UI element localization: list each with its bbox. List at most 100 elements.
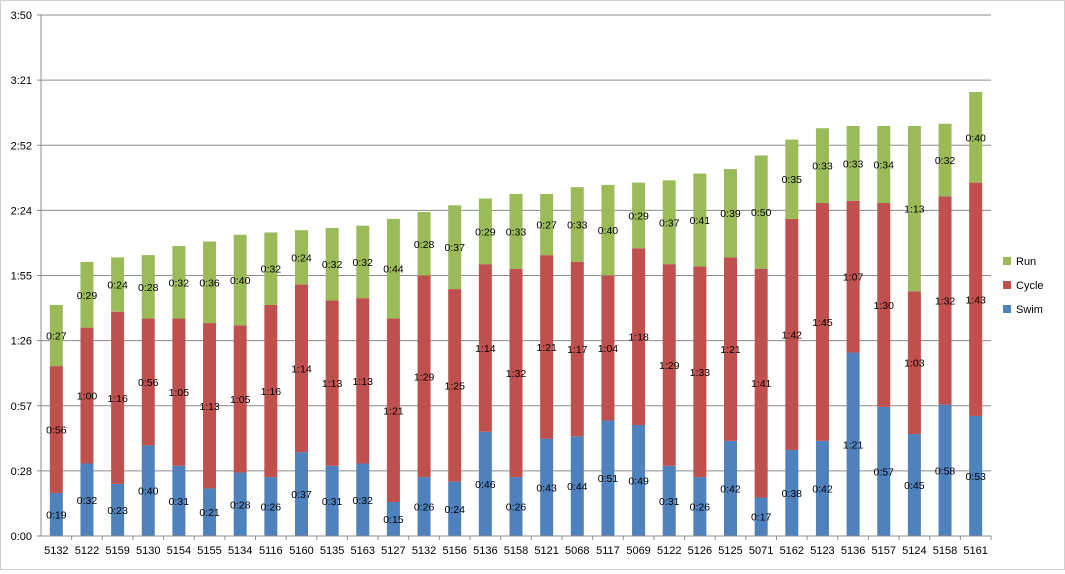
x-tick-label: 5069 [626,545,650,557]
bar-cycle-segment [264,304,278,478]
data-label-run: 0:37 [444,242,465,254]
bar-cycle-segment [632,248,646,426]
data-label-swim: 0:46 [475,479,496,491]
data-label-run: 0:34 [874,160,895,172]
y-tick-label: 3:50 [11,10,32,22]
x-tick-label: 5071 [749,545,773,557]
data-label-cycle: 0:56 [46,425,67,437]
data-label-swim: 0:26 [690,502,711,514]
bar-run-segment [49,304,63,367]
bar-cycle-segment [386,318,400,503]
bar-cycle-segment [141,318,155,446]
bar-cycle-segment [877,203,891,407]
bar-swim-segment [846,352,860,536]
bar-cycle-segment [80,327,94,464]
data-label-cycle: 1:41 [751,378,772,390]
bar-swim-segment [80,463,94,536]
bar-swim-segment [294,452,308,536]
y-tick-label: 3:21 [11,75,32,87]
bar-swim-segment [662,465,676,536]
bar-cycle-segment [233,325,247,473]
bar-run-segment [386,218,400,319]
data-label-swim: 0:38 [782,488,803,500]
x-tick-label: 5135 [320,545,344,557]
data-label-run: 0:39 [720,208,741,220]
x-tick-label: 5159 [105,545,129,557]
x-tick-label: 5130 [136,545,160,557]
data-label-swim: 0:31 [322,496,343,508]
data-label-run: 0:37 [659,217,680,229]
x-tick-label: 5124 [902,545,926,557]
data-label-run: 0:24 [107,280,128,292]
x-tick-label: 5155 [197,545,221,557]
data-label-swim: 0:26 [506,502,527,514]
x-tick-label: 5156 [442,545,466,557]
data-label-run: 0:24 [291,252,312,264]
data-label-swim: 0:21 [199,507,220,519]
data-label-swim: 0:32 [77,495,98,507]
bar-cycle-segment [938,196,952,405]
data-label-cycle: 1:16 [261,386,282,398]
bar-cycle-segment [846,200,860,353]
bar-run-segment [356,225,370,299]
bar-cycle-segment [754,268,768,498]
x-tick-label: 5162 [780,545,804,557]
data-label-swim: 0:53 [965,471,986,483]
data-label-cycle: 1:32 [935,295,956,307]
bar-swim-segment [969,415,983,536]
bars [49,92,983,536]
bar-swim-segment [172,465,186,536]
legend-label-swim: Swim [1016,304,1043,316]
data-label-cycle: 1:05 [230,394,251,406]
data-label-cycle: 1:13 [199,401,220,413]
data-label-run: 0:32 [353,257,374,269]
x-tick-label: 5163 [351,545,375,557]
bar-run-segment [662,180,676,265]
bar-run-segment [570,187,584,262]
data-label-run: 0:29 [475,226,496,238]
bar-cycle-segment [969,182,983,416]
bar-run-segment [724,169,738,258]
bar-run-segment [815,128,829,204]
bar-run-segment [172,246,186,319]
x-tick-label: 5134 [228,545,252,557]
data-label-run: 0:33 [812,161,833,173]
legend-label-run: Run [1016,256,1036,268]
bar-run-segment [754,155,768,269]
bar-run-segment [478,198,492,265]
data-label-swim: 0:24 [444,504,465,516]
data-label-swim: 0:44 [567,481,588,493]
bar-cycle-segment [540,255,554,439]
bar-cycle-segment [356,298,370,464]
data-label-cycle: 1:21 [536,342,557,354]
x-tick-label: 5132 [44,545,68,557]
y-tick-label: 0:28 [11,466,32,478]
bar-swim-segment [478,431,492,536]
data-label-run: 0:27 [46,331,67,343]
bar-swim-segment [785,449,799,536]
data-label-swim: 0:31 [169,496,190,508]
x-tick-label: 5122 [75,545,99,557]
data-label-run: 0:44 [383,264,404,276]
legend: Run Cycle Swim [1003,256,1044,316]
data-label-run: 0:50 [751,207,772,219]
data-label-cycle: 1:00 [77,391,98,403]
x-tick-label: 5116 [259,545,283,557]
bar-swim-segment [509,477,523,536]
bar-swim-segment [417,477,431,536]
bar-cycle-segment [49,366,63,493]
bar-swim-segment [907,434,921,536]
bar-cycle-segment [907,291,921,435]
data-label-run: 0:29 [628,210,649,222]
data-label-cycle: 1:32 [506,368,527,380]
data-label-swim: 0:57 [874,466,895,478]
legend-swatch-swim [1003,305,1011,313]
x-tick-label: 5122 [657,545,681,557]
data-label-run: 0:28 [138,282,159,294]
data-label-swim: 0:45 [904,480,925,492]
data-label-swim: 0:26 [414,502,435,514]
data-label-cycle: 1:29 [659,360,680,372]
bar-swim-segment [877,406,891,536]
y-tick-label: 2:24 [11,205,32,217]
